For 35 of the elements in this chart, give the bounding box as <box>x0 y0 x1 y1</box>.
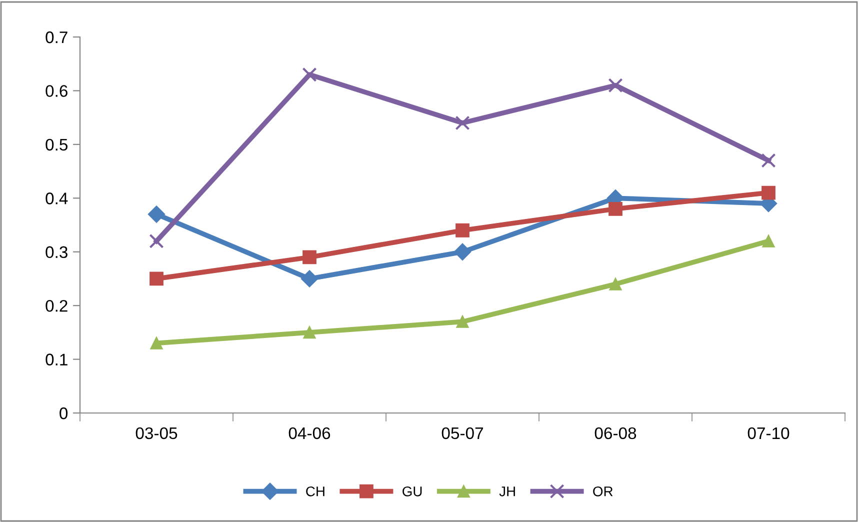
point <box>456 223 470 238</box>
y-tick-label: 0 <box>60 407 68 420</box>
point <box>150 272 164 286</box>
x-tick-label: 06-08 <box>594 427 636 440</box>
point <box>456 315 469 328</box>
point <box>455 116 470 130</box>
point <box>300 270 318 288</box>
x-tick-label: 07-10 <box>748 427 790 440</box>
point <box>761 153 776 168</box>
y-tick-label: 0.6 <box>46 85 68 97</box>
point <box>608 78 623 93</box>
point <box>608 202 622 216</box>
point <box>302 250 316 264</box>
point <box>150 336 163 350</box>
x-tick-label: 03-05 <box>136 427 178 440</box>
y-tick-label: 0.7 <box>46 31 68 44</box>
y-tick-label: 0.2 <box>46 300 68 312</box>
y-tick-label: 0.4 <box>46 192 68 204</box>
point <box>149 234 164 248</box>
point <box>454 243 472 260</box>
point <box>303 326 316 339</box>
y-tick-label: 0.3 <box>46 246 68 258</box>
point <box>302 67 317 82</box>
x-tick-label: 05-07 <box>442 427 483 440</box>
x-tick-label: 04-06 <box>288 427 330 440</box>
legend-label: OR <box>593 486 613 496</box>
legend-label: JH <box>499 486 515 496</box>
point <box>609 278 622 290</box>
point <box>148 206 166 223</box>
legend-label: GU <box>402 486 422 496</box>
legend-label: CH <box>306 486 324 496</box>
y-tick-label: 0.5 <box>46 138 68 151</box>
point <box>762 186 776 200</box>
y-tick-label: 0.1 <box>46 354 68 366</box>
point <box>762 234 775 248</box>
